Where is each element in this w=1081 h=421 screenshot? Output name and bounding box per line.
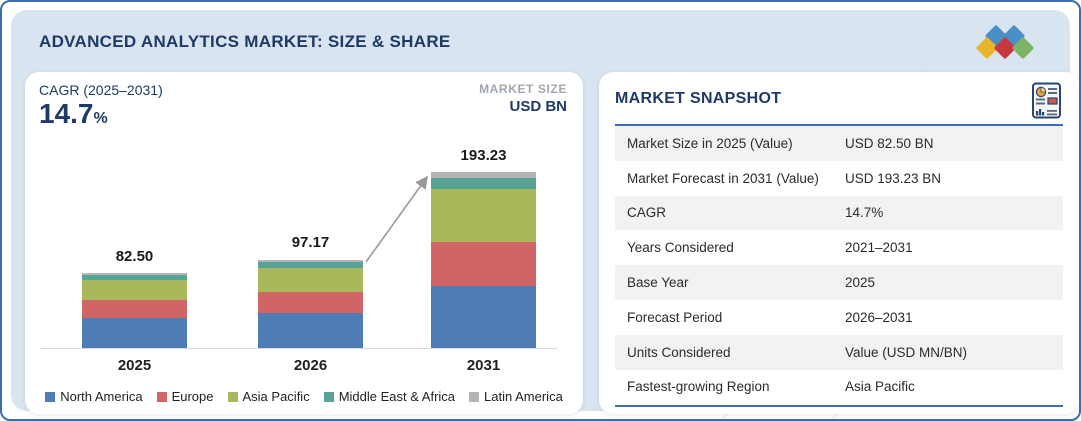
x-axis-line: [41, 348, 557, 349]
table-row: Market Forecast in 2031 (Value) USD 193.2…: [615, 161, 1063, 196]
legend-label: Middle East & Africa: [338, 389, 456, 404]
table-row: Base Year 2025: [615, 265, 1063, 300]
table-row: Years Considered 2021–2031: [615, 230, 1063, 265]
bar-segment: [82, 299, 187, 318]
row-value: Value (USD MN/BN): [845, 344, 968, 360]
x-tick-label: 2025: [117, 357, 152, 374]
legend-item: Europe: [156, 389, 214, 404]
bar-segment: [82, 272, 187, 276]
row-label: Fastest-growing Region: [627, 379, 770, 395]
row-value: USD 193.23 BN: [845, 170, 942, 186]
x-tick-label: 2026: [293, 357, 328, 374]
bar-segment: [431, 172, 536, 179]
row-value: USD 82.50 BN: [845, 135, 934, 151]
snapshot-title: MARKET SNAPSHOT: [615, 90, 782, 107]
bar-2025: [82, 272, 187, 348]
usd-bn-label: USD BN: [509, 98, 567, 115]
page-background: ADVANCED ANALYTICS MARKET: SIZE & SHARE …: [11, 10, 1079, 419]
legend-swatch: [156, 391, 167, 402]
cagr-percent-sign: %: [93, 110, 108, 127]
bar-segment: [258, 268, 363, 292]
row-label: Forecast Period: [627, 309, 723, 325]
row-label: Market Forecast in 2031 (Value): [627, 170, 819, 186]
bar-2026: [258, 259, 363, 348]
table-row: Fastest-growing Region Asia Pacific: [615, 370, 1063, 405]
cagr-number: 14.7: [39, 98, 94, 129]
legend-item: Latin America: [469, 389, 563, 404]
bar-segment: [82, 275, 187, 281]
legend-label: Latin America: [484, 389, 563, 404]
bar-segment: [258, 291, 363, 314]
legend-label: Asia Pacific: [242, 389, 310, 404]
cagr-value: 14.7%: [39, 98, 108, 130]
row-value: 14.7%: [845, 205, 884, 221]
chart-card: CAGR (2025–2031) 14.7% MARKET SIZE USD B…: [25, 72, 583, 414]
legend-item: Middle East & Africa: [323, 389, 456, 404]
chart-legend: North America Europe Asia Pacific Middle Ea…: [25, 389, 583, 404]
row-label: Market Size in 2025 (Value): [627, 135, 793, 151]
bar-segment: [431, 189, 536, 242]
legend-swatch: [227, 391, 238, 402]
table-row: Forecast Period 2026–2031: [615, 300, 1063, 335]
legend-swatch: [469, 391, 480, 402]
bar-segment: [258, 262, 363, 269]
axis-unit-block: MARKET SIZE USD BN: [479, 82, 567, 115]
snapshot-bottom-rule: [615, 405, 1063, 407]
row-label: Units Considered: [627, 344, 731, 360]
row-label: Years Considered: [627, 240, 734, 256]
bar-segment: [82, 317, 187, 348]
bar-total-label: 193.23: [460, 147, 507, 164]
company-logo-icon: [975, 24, 1040, 64]
row-label: CAGR: [627, 205, 667, 221]
bar-2031: [431, 172, 536, 348]
snapshot-table: Market Size in 2025 (Value) USD 82.50 BN M…: [615, 126, 1063, 404]
bar-segment: [431, 178, 536, 190]
row-value: 2021–2031: [845, 240, 913, 256]
report-document-icon: [1032, 82, 1061, 119]
table-row: CAGR 14.7%: [615, 195, 1063, 231]
cagr-label: CAGR (2025–2031): [39, 82, 163, 98]
row-value: Asia Pacific: [845, 379, 915, 395]
x-tick-label: 2031: [466, 357, 501, 374]
legend-label: North America: [60, 389, 143, 404]
legend-swatch: [323, 391, 334, 402]
bar-total-label: 82.50: [115, 247, 154, 265]
bar-segment: [258, 313, 363, 348]
bar-total-label: 97.17: [291, 234, 330, 252]
bar-segment: [82, 280, 187, 300]
row-value: 2025: [845, 275, 876, 291]
legend-item: Asia Pacific: [227, 389, 310, 404]
legend-item: North America: [45, 389, 143, 404]
legend-label: Europe: [171, 389, 214, 404]
market-size-label: MARKET SIZE: [479, 82, 567, 96]
page-title: ADVANCED ANALYTICS MARKET: SIZE & SHARE: [39, 32, 451, 51]
bar-segment: [431, 241, 536, 287]
snapshot-card: MARKET SNAPSHOT Market Size in 2025 (Val…: [599, 72, 1079, 414]
bar-segment: [431, 286, 536, 348]
snapshot-top-rule: [615, 124, 1063, 126]
table-row: Market Size in 2025 (Value) USD 82.50 BN: [615, 126, 1063, 161]
table-row: Units Considered Value (USD MN/BN): [615, 334, 1063, 370]
legend-swatch: [45, 391, 56, 402]
bar-chart: 82.50 2025 97.17 2026 193.23 2031: [25, 72, 583, 414]
row-label: Base Year: [627, 275, 689, 291]
bar-segment: [258, 259, 363, 263]
row-value: 2026–2031: [845, 309, 913, 325]
